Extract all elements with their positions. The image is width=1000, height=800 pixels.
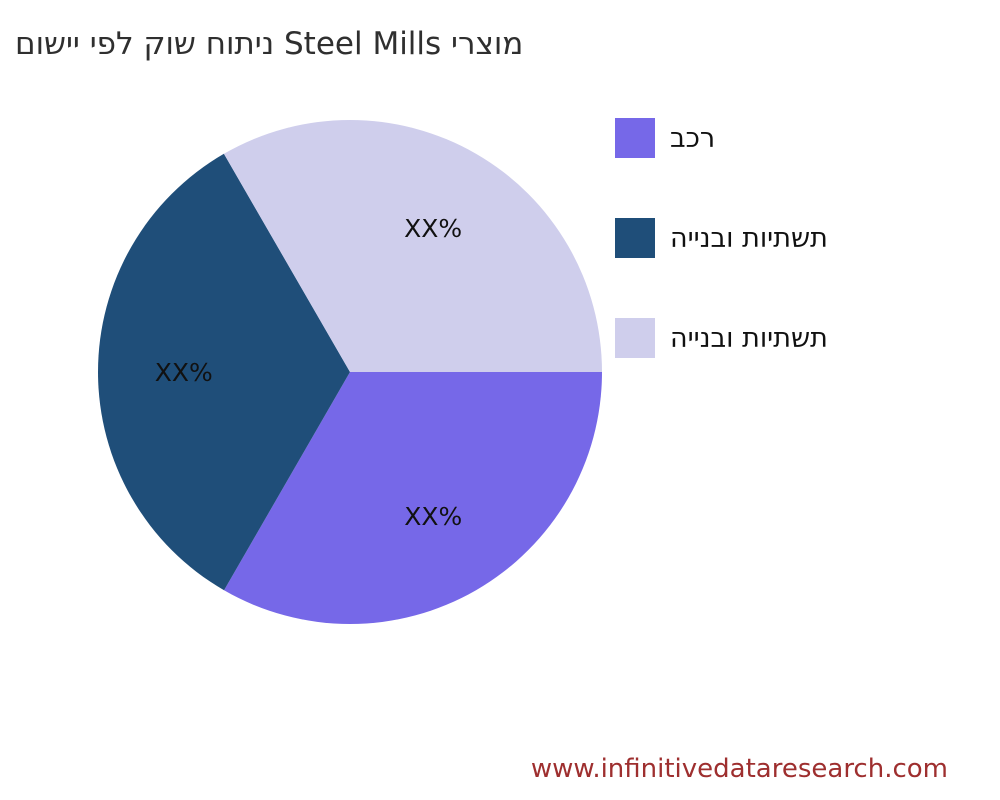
pie-slice bbox=[224, 372, 603, 624]
pie-percentage-label: XX% bbox=[404, 214, 462, 243]
legend-label: רכב bbox=[670, 122, 716, 154]
chart-title: מוצרי Steel Mills ניתוח שוק לפי יישום bbox=[15, 26, 524, 62]
legend-item: רכב bbox=[615, 118, 828, 158]
pie-slice bbox=[98, 153, 350, 591]
legend: רכב תשתיות ובנייה תשתיות ובנייה bbox=[615, 118, 828, 358]
pie-slice bbox=[223, 119, 602, 372]
legend-swatch bbox=[615, 318, 655, 358]
legend-label: תשתיות ובנייה bbox=[670, 322, 828, 354]
legend-item: תשתיות ובנייה bbox=[615, 318, 828, 358]
legend-swatch bbox=[615, 118, 655, 158]
website-link[interactable]: www.infinitivedataresearch.com bbox=[530, 754, 948, 784]
pie-percentage-label: XX% bbox=[404, 502, 462, 531]
pie-percentage-label: XX% bbox=[155, 358, 213, 387]
legend-item: תשתיות ובנייה bbox=[615, 218, 828, 258]
legend-label: תשתיות ובנייה bbox=[670, 222, 828, 254]
legend-swatch bbox=[615, 218, 655, 258]
